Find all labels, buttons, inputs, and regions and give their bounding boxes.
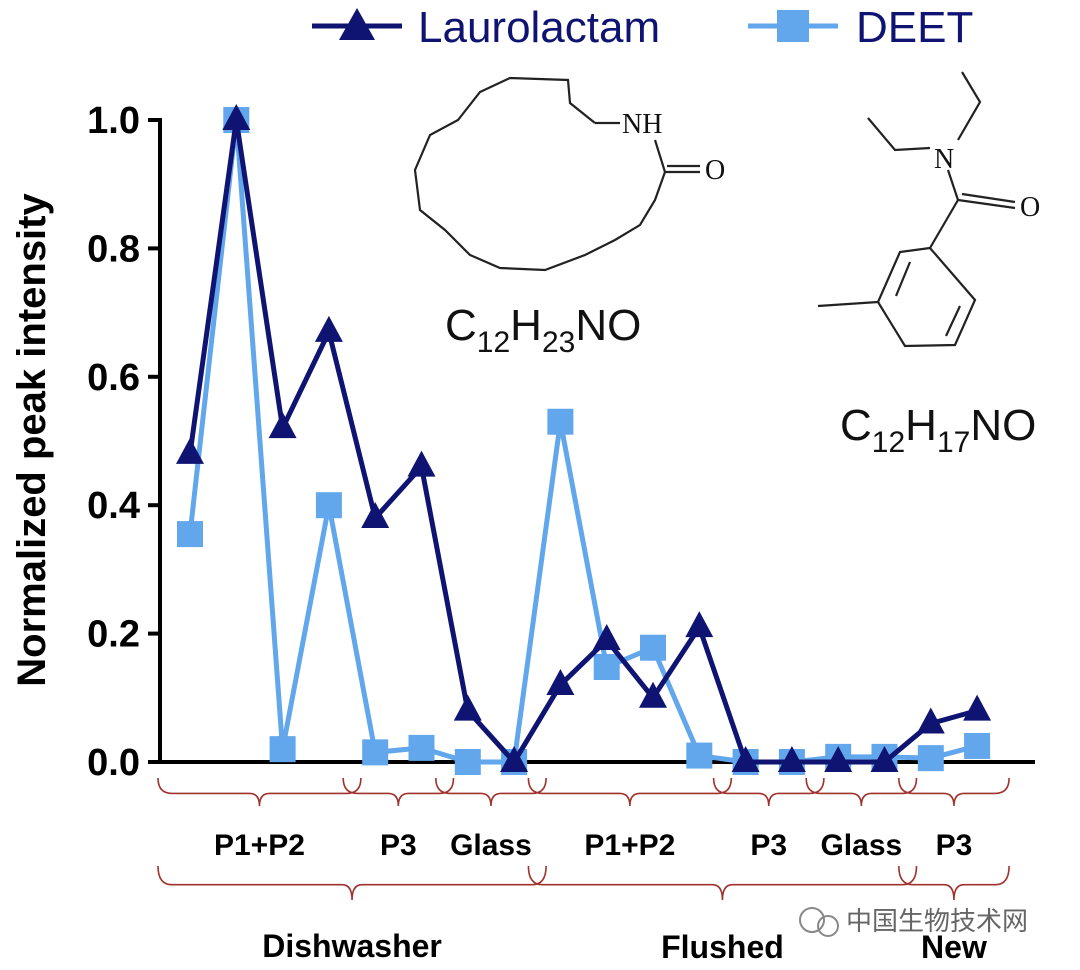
data-point-triangle [824, 746, 853, 772]
data-point-square [177, 521, 203, 548]
y-ticks: 0.0 0.2 0.4 0.6 0.8 1.0 [87, 100, 160, 784]
sample-group-bracket [527, 777, 733, 807]
y-tick-label: 0.0 [87, 742, 140, 784]
data-point-square [454, 749, 481, 775]
wechat-icon-bubble [817, 915, 839, 937]
data-point-square [315, 492, 342, 519]
sample-group-label: Glass [450, 829, 532, 862]
data-point-triangle [777, 746, 806, 772]
legend-triangle-icon [339, 8, 375, 40]
legend-square-icon [777, 10, 809, 42]
legend-item-deet: DEET [748, 3, 973, 52]
atom-o-label-laurolactam: O [705, 155, 725, 186]
sample-group-bracket [712, 777, 825, 807]
sample-group-label: P3 [380, 829, 417, 862]
legend-label-deet: DEET [856, 3, 973, 52]
sample-group-label: P1+P2 [214, 829, 305, 862]
data-point-triangle [546, 668, 575, 695]
data-point-triangle [361, 502, 390, 529]
group-brackets: P1+P2 P3 Glass P1+P2 P3 Glass P3 Dishwasher Flus… [157, 777, 1010, 965]
y-tick-label: 1.0 [87, 100, 140, 142]
source-group-bracket [157, 865, 547, 901]
data-point-square [917, 745, 944, 772]
y-tick-label: 0.6 [87, 357, 140, 399]
data-point-triangle [268, 412, 297, 439]
atom-n-label: N [934, 144, 954, 175]
data-point-square [547, 408, 574, 435]
sample-group-bracket [435, 777, 547, 807]
data-point-square [964, 732, 991, 759]
legend: Laurolactam DEET [312, 3, 973, 52]
data-point-triangle [407, 450, 436, 477]
data-point-triangle [916, 707, 945, 734]
data-point-triangle [500, 746, 529, 772]
data-point-square [686, 742, 713, 769]
legend-label-laurolactam: Laurolactam [418, 3, 660, 52]
data-point-triangle [731, 746, 760, 772]
sample-group-bracket [805, 777, 918, 807]
data-point-triangle [639, 681, 667, 708]
sample-group-label: Glass [820, 829, 902, 862]
data-point-square [593, 653, 620, 680]
watermark-text: 中国生物技术网 [846, 906, 1028, 936]
data-point-square [640, 634, 666, 661]
y-tick-label: 0.4 [87, 485, 140, 527]
source-group-label: Flushed [661, 929, 784, 965]
y-tick-label: 0.2 [87, 614, 140, 656]
atom-o-label-deet: O [1020, 192, 1040, 223]
source-group-label: Dishwasher [262, 928, 442, 964]
watermark: 中国生物技术网 [799, 906, 1028, 937]
data-point-triangle [222, 104, 251, 130]
series-layer [176, 104, 992, 775]
sample-group-bracket [898, 777, 1010, 807]
atom-nh-label: NH [622, 109, 662, 140]
data-point-triangle [963, 694, 992, 721]
wechat-icon [799, 907, 825, 933]
laurolactam-structure-drawing [413, 76, 700, 272]
sample-group-bracket [157, 777, 362, 807]
data-point-square [408, 734, 435, 761]
y-tick-label: 0.8 [87, 228, 140, 270]
data-point-triangle [870, 746, 899, 772]
deet-formula: C12H17NO [840, 401, 1036, 459]
source-group-label: New [921, 929, 987, 965]
deet-structure-drawing [817, 71, 1016, 348]
legend-item-laurolactam: Laurolactam [312, 3, 660, 52]
sample-group-label: P1+P2 [584, 829, 675, 862]
sample-group-bracket [342, 777, 455, 807]
data-point-triangle [314, 315, 343, 342]
data-point-triangle [592, 624, 621, 651]
data-point-square [362, 739, 389, 766]
y-axis-label: Normalized peak intensity [10, 193, 54, 687]
data-point-triangle [176, 437, 204, 464]
data-point-triangle [453, 694, 482, 721]
data-point-square [269, 736, 296, 763]
sample-group-label: P3 [750, 829, 787, 862]
source-group-bracket [527, 865, 918, 901]
series-laurolactam [176, 104, 992, 772]
source-group-bracket [898, 865, 1010, 901]
data-point-triangle [685, 611, 714, 638]
laurolactam-formula: C12H23NO [445, 301, 641, 359]
sample-group-label: P3 [936, 829, 973, 862]
